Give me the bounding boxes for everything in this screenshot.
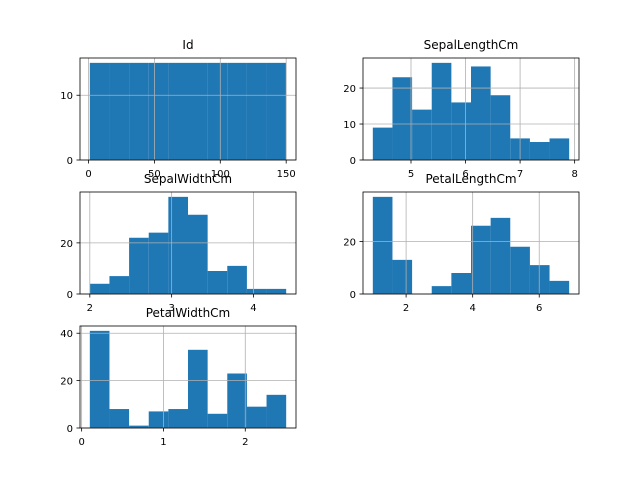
axes-frame <box>79 325 297 429</box>
bar <box>372 196 393 294</box>
x-tick-label: 0 <box>85 169 91 180</box>
y-tick-label: 10 <box>60 91 73 102</box>
y-tick-label: 20 <box>343 84 356 95</box>
bar <box>207 270 228 294</box>
bar <box>431 62 452 160</box>
bar <box>168 409 188 428</box>
y-tick-label: 20 <box>60 239 73 250</box>
bar <box>266 394 287 428</box>
bar <box>188 349 208 428</box>
x-tick-label: 7 <box>517 169 523 180</box>
bar <box>549 280 570 294</box>
bar <box>529 265 550 294</box>
axes-frame <box>362 57 580 161</box>
bar <box>246 62 267 160</box>
y-tick-label: 0 <box>350 290 356 301</box>
subplot-title: SepalLengthCm <box>424 38 519 52</box>
bar <box>266 62 287 160</box>
axes-frame <box>79 57 297 161</box>
x-tick-label: 4 <box>250 303 256 314</box>
bar <box>227 373 247 428</box>
bar <box>188 214 208 294</box>
bar <box>227 62 247 160</box>
bar <box>168 62 188 160</box>
y-tick-label: 0 <box>67 290 73 301</box>
bar <box>109 62 130 160</box>
bar <box>431 286 452 294</box>
bar <box>188 62 208 160</box>
x-tick-label: 8 <box>571 169 577 180</box>
bar <box>109 409 130 428</box>
y-tick-label: 0 <box>67 156 73 167</box>
x-tick-label: 2 <box>403 303 409 314</box>
y-tick-label: 0 <box>350 156 356 167</box>
bar <box>471 66 491 160</box>
bars-0 <box>89 62 287 160</box>
bar <box>529 142 550 160</box>
bar <box>148 411 169 428</box>
bar <box>510 246 530 294</box>
bar <box>246 288 267 294</box>
x-tick-label: 2 <box>242 437 248 448</box>
x-tick-label: 50 <box>148 169 161 180</box>
subplot-2: 2 3 4 0 20 SepalWidthCm <box>60 172 297 314</box>
x-tick-label: 0 <box>78 437 84 448</box>
y-tick-label: 0 <box>67 424 73 435</box>
subplot-title: SepalWidthCm <box>144 172 232 186</box>
subplot-title: Id <box>182 38 193 52</box>
subplot-1: 5 6 7 8 0 10 20 SepalLengthCm <box>343 38 580 180</box>
bar <box>549 138 570 160</box>
bar <box>372 127 393 160</box>
bars-4 <box>89 330 287 428</box>
subplot-title: PetalLengthCm <box>425 172 516 186</box>
bar <box>490 95 511 160</box>
bar <box>451 102 471 160</box>
subplot-0: 0 50 100 150 0 10 Id <box>60 38 297 180</box>
x-tick-label: 4 <box>469 303 475 314</box>
bar <box>168 196 188 294</box>
x-tick-label: 2 <box>87 303 93 314</box>
bar <box>207 413 228 428</box>
x-tick-label: 5 <box>408 169 414 180</box>
bar <box>266 288 287 294</box>
y-tick-label: 40 <box>60 329 73 340</box>
y-tick-label: 20 <box>343 237 356 248</box>
bar <box>392 259 413 294</box>
x-tick-label: 6 <box>462 169 468 180</box>
bar <box>89 62 110 160</box>
x-tick-label: 1 <box>160 437 166 448</box>
bars-1 <box>372 62 570 160</box>
bars-2 <box>89 196 287 294</box>
y-tick-label: 10 <box>343 120 356 131</box>
bar <box>89 330 110 428</box>
bar <box>89 283 110 294</box>
y-tick-label: 20 <box>60 377 73 388</box>
bar <box>451 272 471 294</box>
subplot-3: 2 4 6 0 20 PetalLengthCm <box>343 172 580 314</box>
bar <box>129 62 149 160</box>
bar <box>129 425 149 428</box>
x-tick-label: 6 <box>536 303 542 314</box>
bar <box>412 109 432 160</box>
bar <box>129 237 149 294</box>
bar <box>148 232 169 294</box>
bar <box>207 62 228 160</box>
subplot-title: PetalWidthCm <box>146 306 231 320</box>
bar <box>148 62 169 160</box>
x-tick-label: 3 <box>168 303 174 314</box>
bar <box>490 217 511 294</box>
bar <box>227 265 247 294</box>
bar <box>392 77 413 160</box>
axes-frame <box>362 191 580 295</box>
bar <box>471 225 491 294</box>
bars-3 <box>372 196 570 294</box>
x-tick-label: 150 <box>277 169 296 180</box>
bar <box>246 406 267 428</box>
bar <box>109 276 130 294</box>
x-tick-label: 100 <box>211 169 230 180</box>
